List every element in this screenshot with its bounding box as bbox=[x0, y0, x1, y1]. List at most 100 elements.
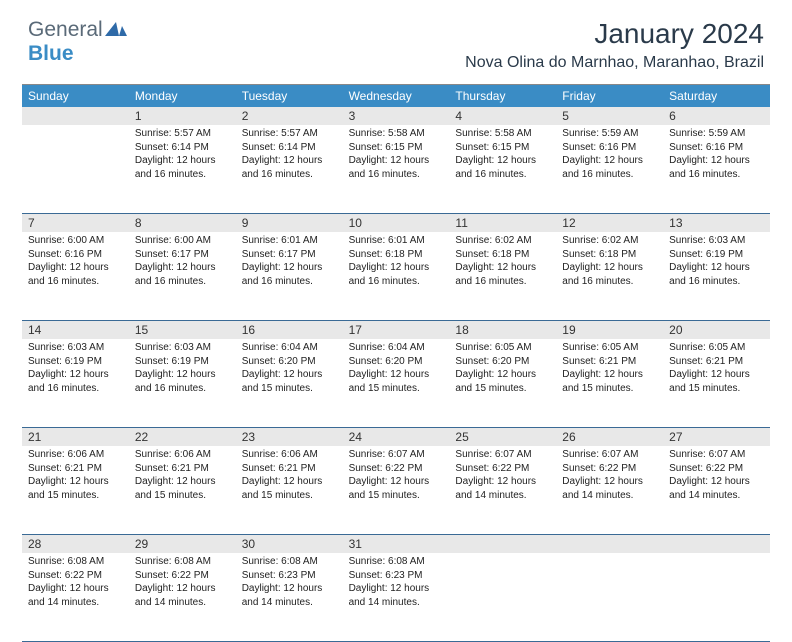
daylight-text: Daylight: 12 hours and 16 minutes. bbox=[135, 154, 230, 181]
calendar-cell: Sunrise: 6:04 AMSunset: 6:20 PMDaylight:… bbox=[343, 339, 450, 427]
sunrise-text: Sunrise: 6:07 AM bbox=[669, 448, 764, 462]
day-number: 4 bbox=[449, 107, 556, 125]
sunrise-text: Sunrise: 6:07 AM bbox=[562, 448, 657, 462]
day-number: 10 bbox=[343, 214, 450, 232]
calendar-cell: Sunrise: 6:07 AMSunset: 6:22 PMDaylight:… bbox=[343, 446, 450, 534]
daylight-text: Daylight: 12 hours and 16 minutes. bbox=[28, 261, 123, 288]
day-info: Sunrise: 6:08 AMSunset: 6:22 PMDaylight:… bbox=[22, 553, 129, 615]
day-number: 29 bbox=[129, 535, 236, 553]
day-info: Sunrise: 6:04 AMSunset: 6:20 PMDaylight:… bbox=[343, 339, 450, 401]
sunrise-text: Sunrise: 6:00 AM bbox=[135, 234, 230, 248]
dayname-thursday: Thursday bbox=[449, 85, 556, 107]
sunset-text: Sunset: 6:21 PM bbox=[135, 462, 230, 476]
week-row: Sunrise: 6:06 AMSunset: 6:21 PMDaylight:… bbox=[22, 446, 770, 535]
day-info: Sunrise: 6:02 AMSunset: 6:18 PMDaylight:… bbox=[556, 232, 663, 294]
day-info: Sunrise: 5:57 AMSunset: 6:14 PMDaylight:… bbox=[236, 125, 343, 187]
day-number: 24 bbox=[343, 428, 450, 446]
daylight-text: Daylight: 12 hours and 15 minutes. bbox=[242, 475, 337, 502]
calendar-cell: Sunrise: 6:03 AMSunset: 6:19 PMDaylight:… bbox=[22, 339, 129, 427]
calendar-cell: Sunrise: 5:57 AMSunset: 6:14 PMDaylight:… bbox=[236, 125, 343, 213]
sunset-text: Sunset: 6:23 PM bbox=[242, 569, 337, 583]
calendar-cell: Sunrise: 6:04 AMSunset: 6:20 PMDaylight:… bbox=[236, 339, 343, 427]
sunrise-text: Sunrise: 6:03 AM bbox=[669, 234, 764, 248]
sunset-text: Sunset: 6:14 PM bbox=[135, 141, 230, 155]
sunrise-text: Sunrise: 6:08 AM bbox=[28, 555, 123, 569]
day-number: 13 bbox=[663, 214, 770, 232]
calendar-cell: Sunrise: 6:01 AMSunset: 6:17 PMDaylight:… bbox=[236, 232, 343, 320]
sunrise-text: Sunrise: 5:59 AM bbox=[562, 127, 657, 141]
day-number bbox=[663, 535, 770, 553]
sunset-text: Sunset: 6:20 PM bbox=[242, 355, 337, 369]
day-number: 19 bbox=[556, 321, 663, 339]
calendar-cell: Sunrise: 6:02 AMSunset: 6:18 PMDaylight:… bbox=[556, 232, 663, 320]
logo-mark-icon bbox=[105, 18, 127, 42]
daylight-text: Daylight: 12 hours and 16 minutes. bbox=[455, 261, 550, 288]
calendar-cell: Sunrise: 6:00 AMSunset: 6:16 PMDaylight:… bbox=[22, 232, 129, 320]
day-number bbox=[449, 535, 556, 553]
day-info: Sunrise: 6:06 AMSunset: 6:21 PMDaylight:… bbox=[129, 446, 236, 508]
calendar-cell: Sunrise: 5:59 AMSunset: 6:16 PMDaylight:… bbox=[663, 125, 770, 213]
day-number: 6 bbox=[663, 107, 770, 125]
day-number bbox=[556, 535, 663, 553]
dayname-row: Sunday Monday Tuesday Wednesday Thursday… bbox=[22, 85, 770, 107]
calendar-cell: Sunrise: 6:08 AMSunset: 6:23 PMDaylight:… bbox=[236, 553, 343, 641]
daylight-text: Daylight: 12 hours and 16 minutes. bbox=[562, 261, 657, 288]
sunrise-text: Sunrise: 6:08 AM bbox=[349, 555, 444, 569]
daynum-row: 21222324252627 bbox=[22, 428, 770, 446]
calendar-cell: Sunrise: 5:59 AMSunset: 6:16 PMDaylight:… bbox=[556, 125, 663, 213]
day-number: 21 bbox=[22, 428, 129, 446]
daylight-text: Daylight: 12 hours and 15 minutes. bbox=[562, 368, 657, 395]
day-number: 20 bbox=[663, 321, 770, 339]
day-number: 7 bbox=[22, 214, 129, 232]
sunset-text: Sunset: 6:21 PM bbox=[28, 462, 123, 476]
daynum-row: 123456 bbox=[22, 107, 770, 125]
daylight-text: Daylight: 12 hours and 16 minutes. bbox=[135, 261, 230, 288]
sunrise-text: Sunrise: 6:06 AM bbox=[28, 448, 123, 462]
day-number: 16 bbox=[236, 321, 343, 339]
day-number: 17 bbox=[343, 321, 450, 339]
calendar-cell: Sunrise: 6:08 AMSunset: 6:23 PMDaylight:… bbox=[343, 553, 450, 641]
sunset-text: Sunset: 6:18 PM bbox=[562, 248, 657, 262]
calendar-cell: Sunrise: 6:05 AMSunset: 6:21 PMDaylight:… bbox=[556, 339, 663, 427]
day-number: 2 bbox=[236, 107, 343, 125]
sunrise-text: Sunrise: 6:01 AM bbox=[349, 234, 444, 248]
day-info: Sunrise: 6:03 AMSunset: 6:19 PMDaylight:… bbox=[663, 232, 770, 294]
logo: General Blue bbox=[28, 18, 127, 66]
week-row: Sunrise: 6:00 AMSunset: 6:16 PMDaylight:… bbox=[22, 232, 770, 321]
daylight-text: Daylight: 12 hours and 16 minutes. bbox=[669, 261, 764, 288]
dayname-friday: Friday bbox=[556, 85, 663, 107]
dayname-monday: Monday bbox=[129, 85, 236, 107]
day-number: 26 bbox=[556, 428, 663, 446]
day-info bbox=[449, 553, 556, 561]
day-info: Sunrise: 6:03 AMSunset: 6:19 PMDaylight:… bbox=[22, 339, 129, 401]
day-info: Sunrise: 6:06 AMSunset: 6:21 PMDaylight:… bbox=[22, 446, 129, 508]
calendar-cell: Sunrise: 6:05 AMSunset: 6:20 PMDaylight:… bbox=[449, 339, 556, 427]
sunset-text: Sunset: 6:15 PM bbox=[455, 141, 550, 155]
sunset-text: Sunset: 6:22 PM bbox=[349, 462, 444, 476]
sunrise-text: Sunrise: 6:01 AM bbox=[242, 234, 337, 248]
sunset-text: Sunset: 6:16 PM bbox=[669, 141, 764, 155]
day-number: 15 bbox=[129, 321, 236, 339]
dayname-wednesday: Wednesday bbox=[343, 85, 450, 107]
sunset-text: Sunset: 6:22 PM bbox=[562, 462, 657, 476]
day-info: Sunrise: 6:03 AMSunset: 6:19 PMDaylight:… bbox=[129, 339, 236, 401]
calendar-cell: Sunrise: 6:07 AMSunset: 6:22 PMDaylight:… bbox=[556, 446, 663, 534]
daylight-text: Daylight: 12 hours and 16 minutes. bbox=[135, 368, 230, 395]
day-number: 30 bbox=[236, 535, 343, 553]
sunrise-text: Sunrise: 6:05 AM bbox=[562, 341, 657, 355]
daylight-text: Daylight: 12 hours and 16 minutes. bbox=[242, 261, 337, 288]
sunset-text: Sunset: 6:21 PM bbox=[242, 462, 337, 476]
sunrise-text: Sunrise: 6:05 AM bbox=[669, 341, 764, 355]
dayname-sunday: Sunday bbox=[22, 85, 129, 107]
sunset-text: Sunset: 6:22 PM bbox=[455, 462, 550, 476]
daylight-text: Daylight: 12 hours and 16 minutes. bbox=[242, 154, 337, 181]
daylight-text: Daylight: 12 hours and 15 minutes. bbox=[28, 475, 123, 502]
day-number: 11 bbox=[449, 214, 556, 232]
calendar-cell: Sunrise: 6:06 AMSunset: 6:21 PMDaylight:… bbox=[236, 446, 343, 534]
calendar: Sunday Monday Tuesday Wednesday Thursday… bbox=[22, 84, 770, 642]
sunrise-text: Sunrise: 5:58 AM bbox=[455, 127, 550, 141]
day-number bbox=[22, 107, 129, 125]
day-info: Sunrise: 6:08 AMSunset: 6:23 PMDaylight:… bbox=[236, 553, 343, 615]
day-number: 22 bbox=[129, 428, 236, 446]
sunset-text: Sunset: 6:22 PM bbox=[28, 569, 123, 583]
